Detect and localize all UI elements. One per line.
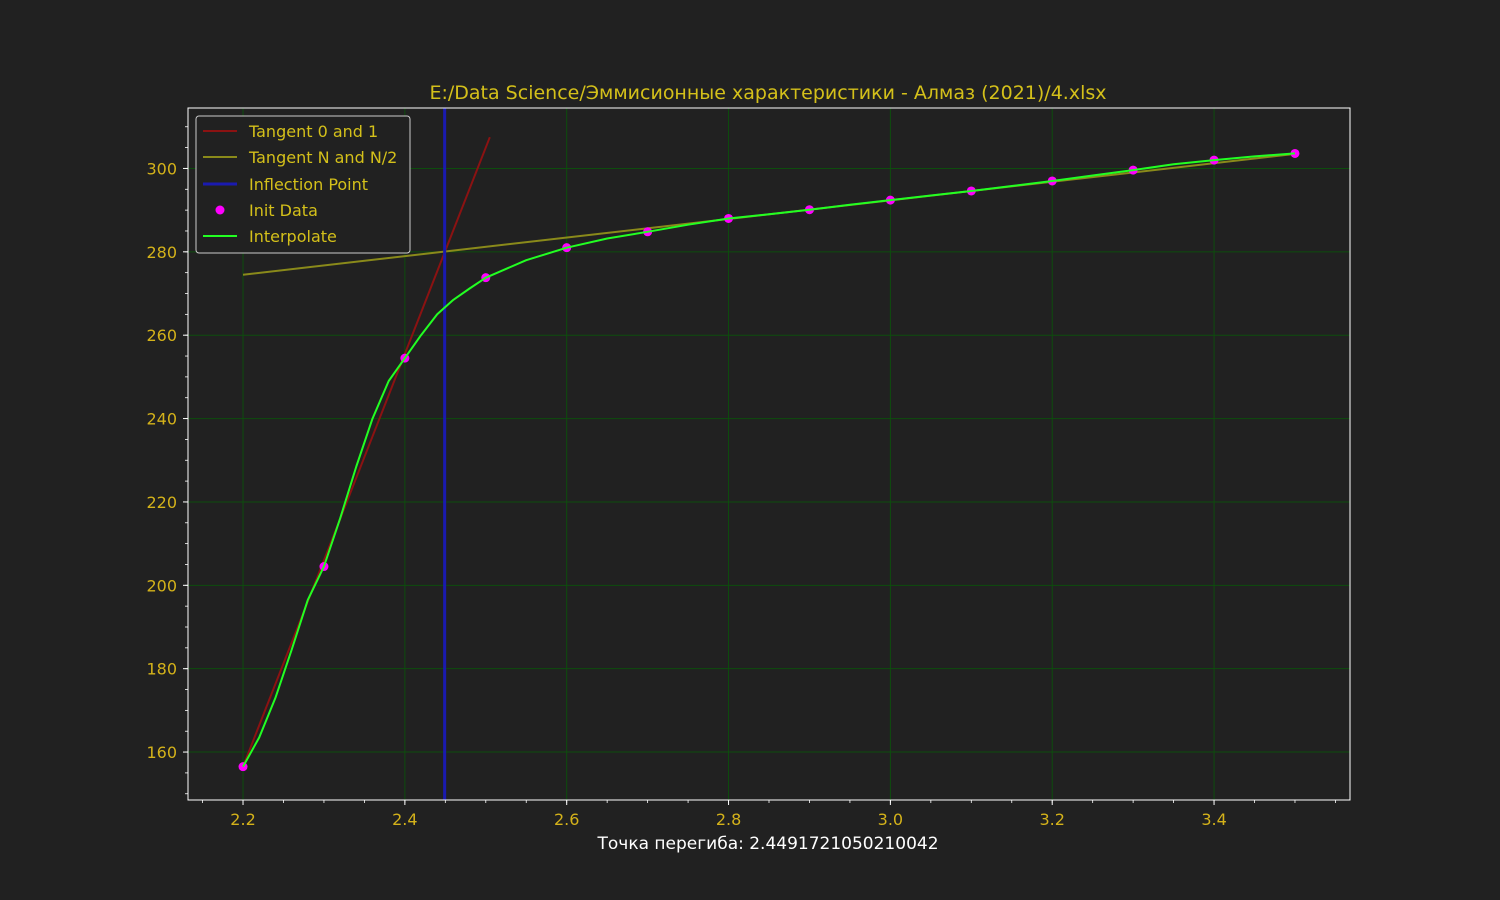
legend-label-inflection: Inflection Point xyxy=(249,175,368,194)
legend-marker-init-data xyxy=(215,205,225,215)
y-tick-label: 300 xyxy=(146,159,177,178)
legend-box xyxy=(195,115,411,254)
series-tangent-0-1 xyxy=(242,136,491,768)
axis-ticks: 2.2 2.4 2.6 2.8 3.0 3.2 3.4 160 180 200 220 240 260 2… xyxy=(146,126,1336,829)
legend-label-interpolate: Interpolate xyxy=(249,227,337,246)
plot-area xyxy=(238,108,1300,800)
y-tick-label: 280 xyxy=(146,243,177,262)
x-tick-label: 2.4 xyxy=(392,810,417,829)
y-tick-label: 180 xyxy=(146,660,177,679)
legend: Tangent 0 and 1 Tangent N and N/2 Inflec… xyxy=(195,115,411,254)
x-tick-label: 3.2 xyxy=(1039,810,1064,829)
chart-title: E:/Data Science/Эммисионные характеристи… xyxy=(429,82,1106,104)
grid xyxy=(188,108,1350,800)
legend-label-tangent-n: Tangent N and N/2 xyxy=(248,148,397,167)
x-tick-label: 2.8 xyxy=(716,810,741,829)
x-tick-label: 3.0 xyxy=(878,810,903,829)
y-tick-label: 240 xyxy=(146,410,177,429)
y-tick-label: 220 xyxy=(146,493,177,512)
x-tick-label: 3.4 xyxy=(1201,810,1226,829)
legend-label-tangent-0-1: Tangent 0 and 1 xyxy=(248,122,378,141)
y-tick-label: 260 xyxy=(146,326,177,345)
series-interpolate xyxy=(242,152,1296,768)
legend-label-init-data: Init Data xyxy=(249,201,318,220)
x-axis-label: Точка перегиба: 2.4491721050210042 xyxy=(596,834,938,854)
y-tick-label: 160 xyxy=(146,743,177,762)
x-tick-label: 2.6 xyxy=(554,810,579,829)
x-tick-label: 2.2 xyxy=(230,810,255,829)
y-tick-label: 200 xyxy=(146,576,177,595)
